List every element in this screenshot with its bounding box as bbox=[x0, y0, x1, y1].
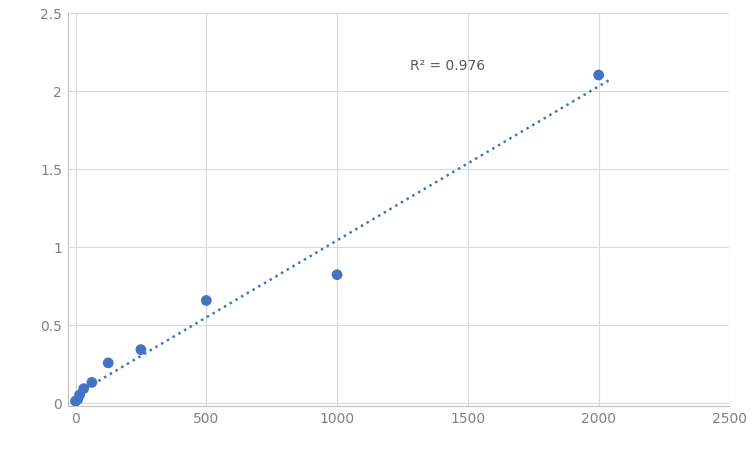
Text: R² = 0.976: R² = 0.976 bbox=[411, 59, 486, 73]
Point bbox=[331, 272, 343, 279]
Point bbox=[71, 396, 83, 403]
Point bbox=[86, 379, 98, 386]
Point bbox=[74, 391, 86, 399]
Point bbox=[200, 297, 212, 304]
Point bbox=[69, 398, 81, 405]
Point bbox=[77, 385, 89, 392]
Point bbox=[102, 359, 114, 367]
Point bbox=[593, 72, 605, 79]
Point bbox=[135, 346, 147, 354]
